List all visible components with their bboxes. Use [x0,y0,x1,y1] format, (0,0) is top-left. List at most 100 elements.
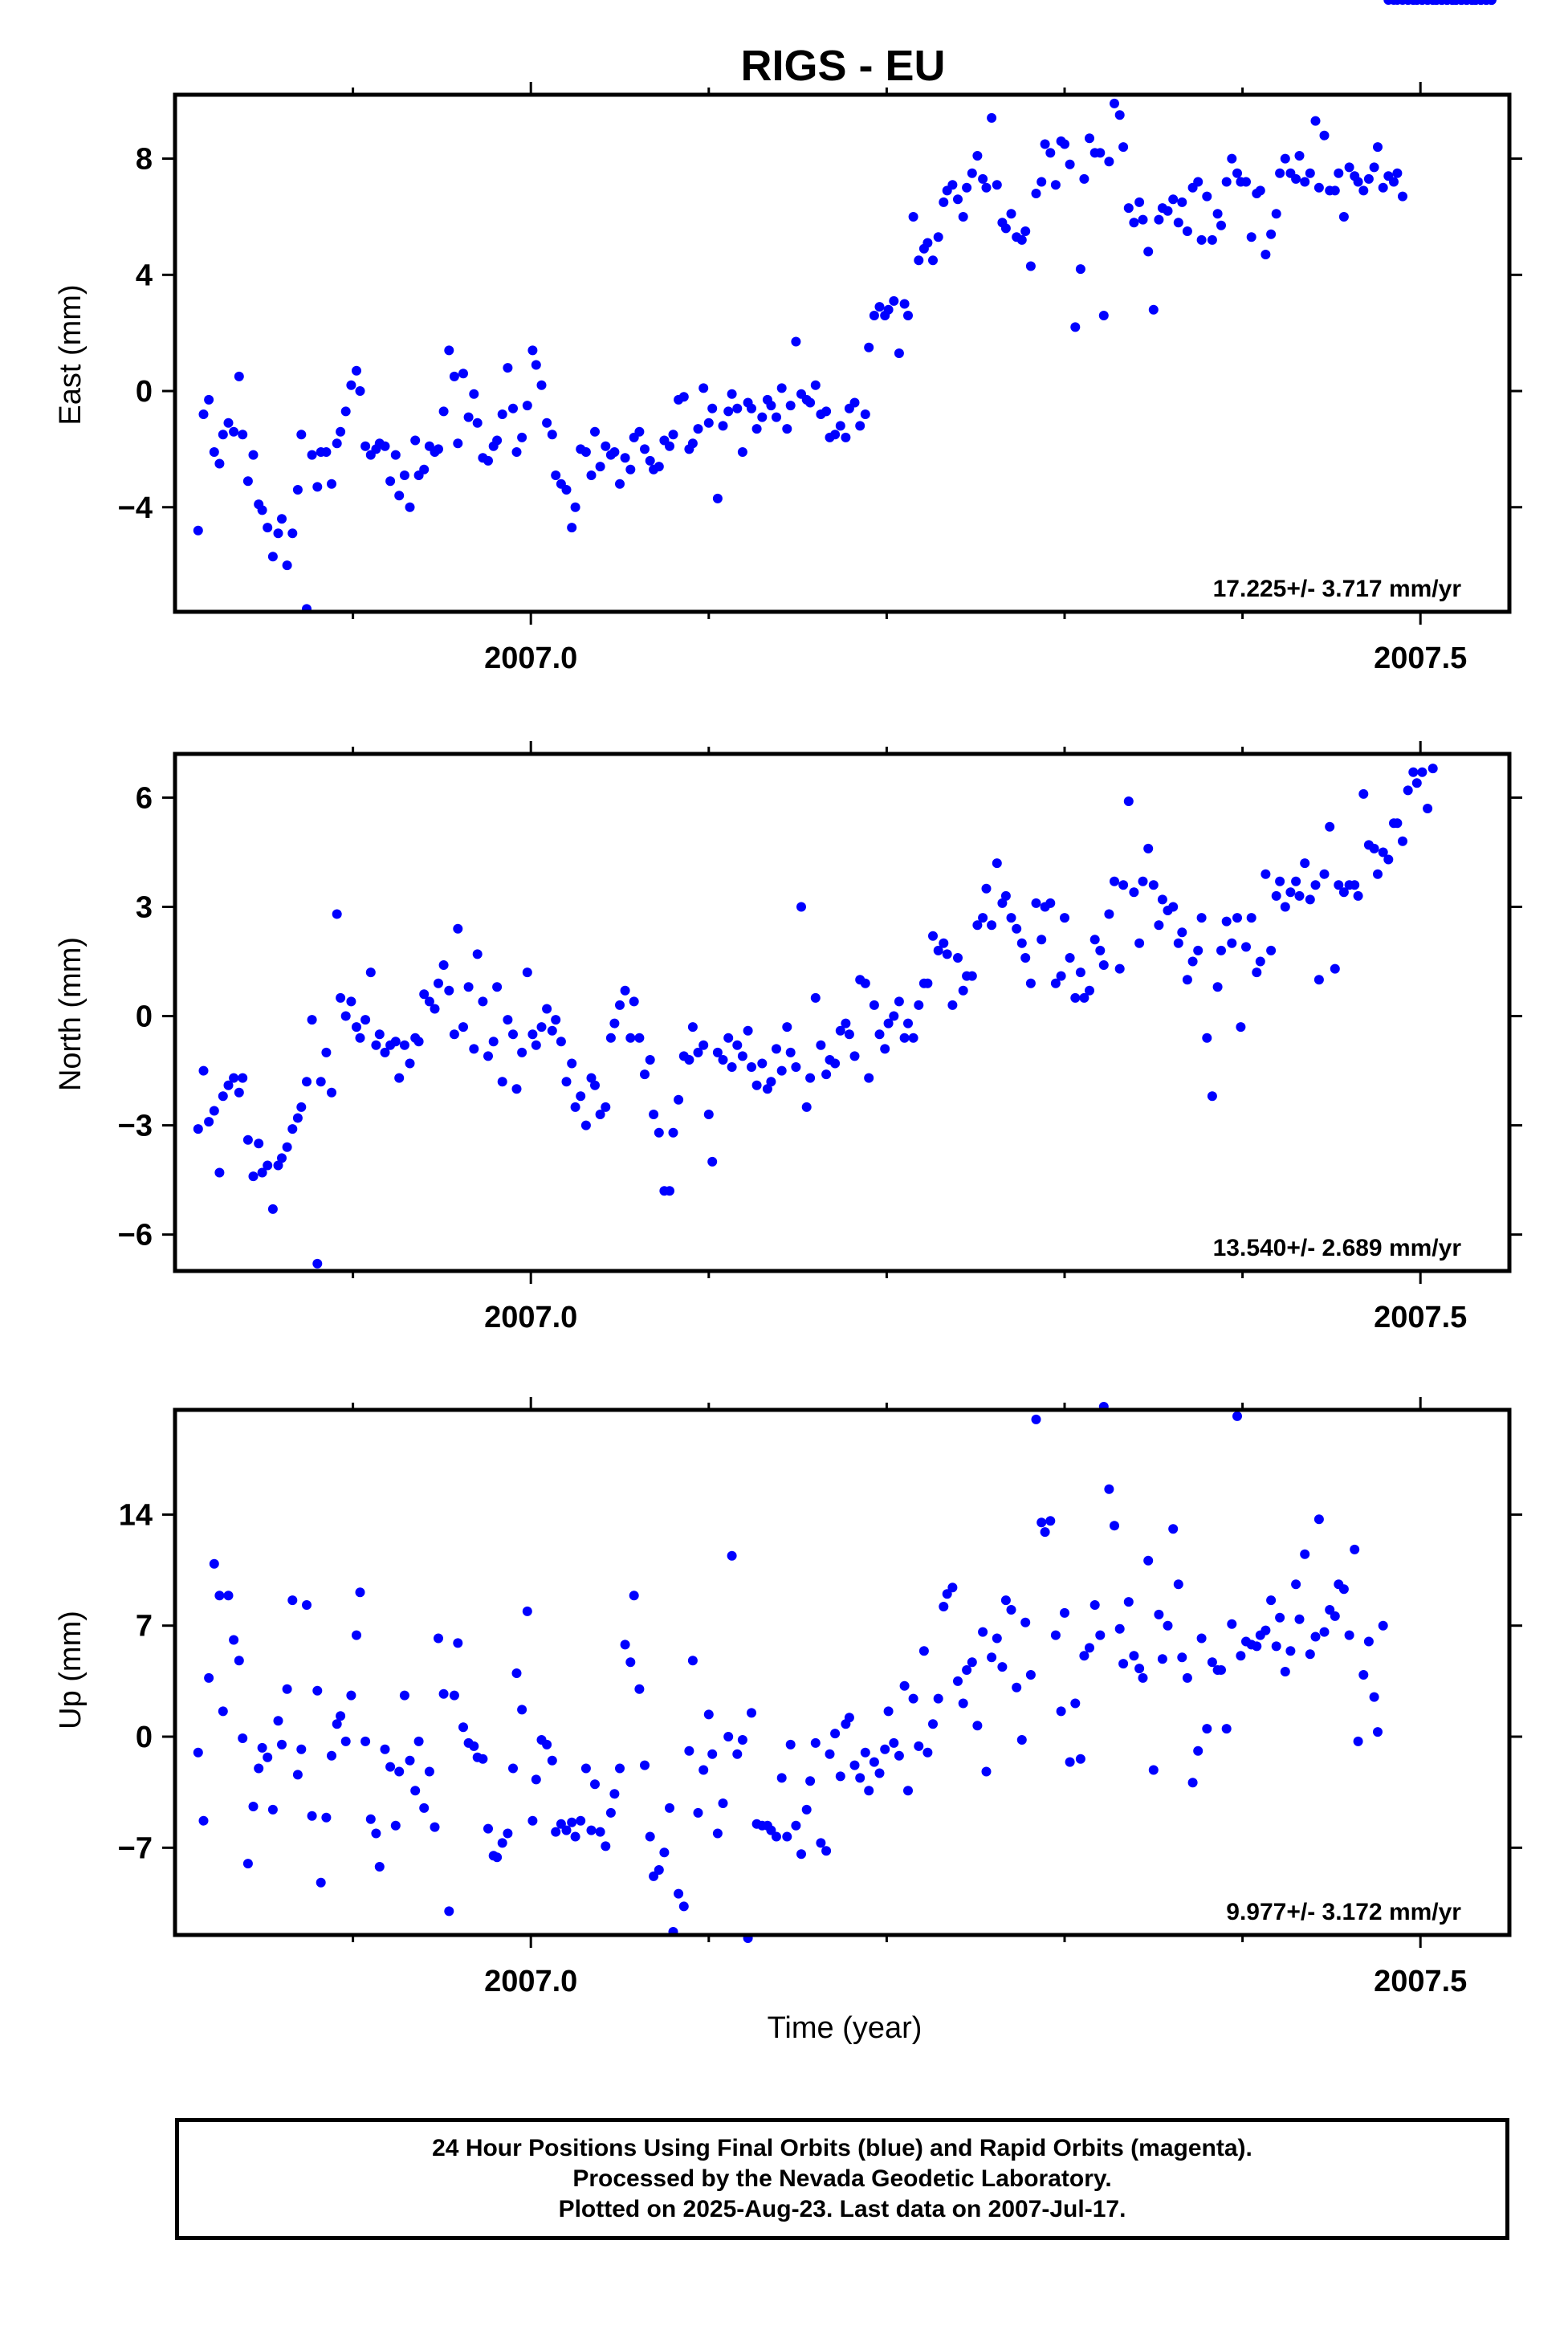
north-ytick-label: −6 [118,1219,153,1253]
east-point [620,453,630,463]
up-point [390,1820,401,1831]
east-point [282,560,292,571]
east-point [678,392,689,402]
up-point [693,1807,703,1818]
up-point [903,1786,913,1796]
north-point [1291,876,1301,886]
east-point [385,476,396,487]
east-point [580,447,591,457]
up-point [1310,1631,1321,1642]
up-point [880,1744,890,1754]
up-point [1037,1517,1047,1528]
up-point [1187,1778,1198,1788]
north-point [1334,880,1344,890]
north-point [640,1069,650,1080]
north-point [536,1022,547,1033]
north-point [292,1113,303,1123]
east-point [1232,168,1242,178]
north-point [380,1047,390,1057]
north-point [1187,956,1198,967]
north-point [517,1047,527,1057]
east-point [869,311,879,320]
east-point [668,430,678,440]
north-xtick-label: 2007.0 [484,1301,577,1334]
up-point [1338,1584,1349,1595]
up-point [645,1831,655,1842]
east-point [527,345,538,356]
up-point [1134,1664,1145,1674]
time-axis-label: Time (year) [768,2011,922,2045]
up-point [992,1633,1002,1644]
up-point [542,1739,552,1750]
up-point [805,1776,816,1786]
up-point [371,1828,381,1839]
north-point [497,1077,507,1087]
north-point [841,1018,851,1029]
north-point [1408,767,1419,777]
east-point [332,438,342,449]
north-point [580,1120,591,1130]
north-point [1305,894,1315,905]
up-point [1050,1630,1061,1640]
north-point [762,1084,772,1094]
east-point [908,212,918,222]
up-point [1095,1630,1106,1640]
east-point [1193,177,1203,187]
up-point [947,1583,958,1593]
north-point [1154,920,1164,931]
north-point [703,1110,714,1119]
north-point [785,1047,796,1057]
up-point [385,1762,396,1772]
up-point [889,1737,899,1748]
north-point [223,1080,234,1090]
east-point [914,255,924,266]
east-point [967,168,977,178]
north-point [869,1000,879,1010]
north-point [302,1077,312,1087]
north-point [605,1033,616,1043]
east-point [1369,162,1379,173]
up-point [718,1798,728,1808]
east-point [1389,177,1399,187]
north-point [687,1022,698,1033]
up-point [1045,1516,1056,1526]
up-point [1373,1727,1383,1737]
east-point [242,476,253,487]
up-point [732,1749,743,1759]
up-point [458,1722,468,1733]
east-point [238,430,248,440]
east-point [522,401,532,411]
east-point [1040,139,1050,149]
up-point [678,1901,689,1912]
up-point [296,1744,307,1754]
north-point [399,1040,409,1050]
up-point [1025,1670,1036,1680]
up-point [855,1773,865,1783]
up-point [570,1831,580,1842]
north-point [732,1040,743,1050]
east-point [595,462,605,472]
east-point [962,182,972,193]
up-point [1261,1625,1271,1635]
east-point [1300,177,1310,187]
up-point [1252,1641,1262,1652]
up-point [1168,1524,1179,1534]
north-point [1045,898,1056,908]
up-point [531,1774,541,1785]
north-point [864,1073,874,1083]
north-point [413,1037,424,1047]
north-point [967,971,977,981]
north-point [1143,843,1154,853]
up-point [894,1750,904,1761]
east-point [1334,168,1344,178]
east-point [1095,148,1106,158]
up-point [796,1849,806,1860]
east-point [469,389,479,399]
north-point [296,1102,307,1112]
up-point [352,1630,361,1640]
east-rate-label: 17.225+/- 3.717 mm/yr [1213,576,1462,602]
north-point [737,1051,747,1061]
north-point [355,1033,365,1043]
east-point [634,426,645,437]
up-point [640,1760,650,1770]
